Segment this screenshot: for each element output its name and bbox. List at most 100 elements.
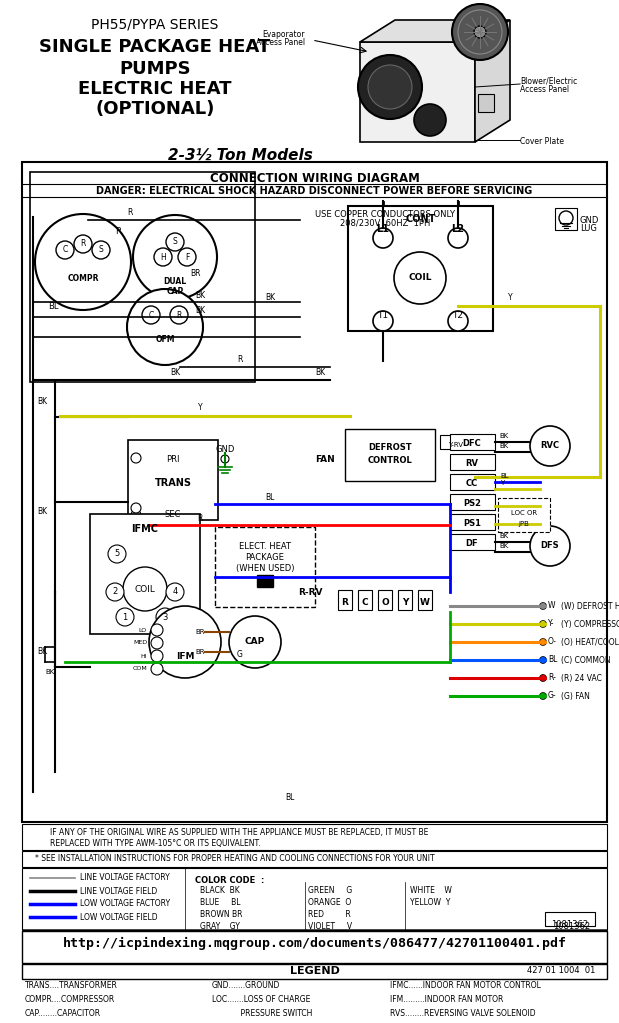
Text: 1: 1 xyxy=(123,613,128,622)
FancyBboxPatch shape xyxy=(358,590,372,610)
Text: BK: BK xyxy=(45,669,54,675)
Text: LOC.......LOSS OF CHARGE: LOC.......LOSS OF CHARGE xyxy=(212,995,310,1004)
Circle shape xyxy=(156,608,174,626)
Text: C: C xyxy=(149,311,154,319)
Text: Cover Plate: Cover Plate xyxy=(520,137,564,146)
Text: CONNECTION WIRING DIAGRAM: CONNECTION WIRING DIAGRAM xyxy=(210,172,420,185)
Text: R: R xyxy=(176,311,182,319)
Text: RED         R: RED R xyxy=(308,910,351,919)
Text: O-: O- xyxy=(548,637,557,647)
Polygon shape xyxy=(360,20,510,42)
Text: BK: BK xyxy=(499,533,508,539)
Text: PRESSURE SWITCH: PRESSURE SWITCH xyxy=(212,1009,313,1018)
Text: LINE VOLTAGE FACTORY: LINE VOLTAGE FACTORY xyxy=(80,874,170,883)
FancyBboxPatch shape xyxy=(450,494,495,510)
Text: FAN: FAN xyxy=(315,454,335,463)
Circle shape xyxy=(540,638,547,646)
Text: (Y) COMPRESSOR: (Y) COMPRESSOR xyxy=(561,620,619,628)
FancyBboxPatch shape xyxy=(257,575,273,587)
Circle shape xyxy=(540,657,547,664)
Text: GND: GND xyxy=(580,216,599,225)
Text: 5: 5 xyxy=(115,549,119,559)
Text: S: S xyxy=(173,237,178,247)
Circle shape xyxy=(127,290,203,365)
Text: TRANS....TRANSFORMER: TRANS....TRANSFORMER xyxy=(25,981,118,990)
Text: BK: BK xyxy=(37,398,47,406)
Circle shape xyxy=(530,426,570,466)
Circle shape xyxy=(221,455,229,463)
Text: R-RV: R-RV xyxy=(298,588,322,597)
Circle shape xyxy=(131,503,141,513)
Text: BK: BK xyxy=(499,433,508,439)
Text: GND: GND xyxy=(215,445,235,454)
Circle shape xyxy=(166,583,184,601)
Text: R: R xyxy=(197,514,202,523)
Text: PUMPS: PUMPS xyxy=(119,60,191,78)
Text: R: R xyxy=(80,239,85,249)
Circle shape xyxy=(74,235,92,253)
Text: Access Panel: Access Panel xyxy=(520,85,569,94)
Text: R-: R- xyxy=(548,673,556,682)
Circle shape xyxy=(540,693,547,700)
Text: 4: 4 xyxy=(172,587,178,596)
Text: BLUE     BL: BLUE BL xyxy=(200,898,241,907)
Text: DUAL: DUAL xyxy=(163,277,186,286)
Text: SEC: SEC xyxy=(165,510,181,519)
Text: Y: Y xyxy=(508,293,513,302)
Text: C: C xyxy=(361,598,368,607)
Text: DEFROST: DEFROST xyxy=(368,443,412,452)
Circle shape xyxy=(448,228,468,248)
Circle shape xyxy=(151,663,163,675)
Text: O: O xyxy=(381,598,389,607)
Text: BK: BK xyxy=(265,293,275,302)
Text: COM: COM xyxy=(132,667,147,671)
Text: Y-: Y- xyxy=(548,620,555,628)
Text: CAP........CAPACITOR: CAP........CAPACITOR xyxy=(25,1009,101,1018)
Circle shape xyxy=(166,233,184,251)
Circle shape xyxy=(540,621,547,627)
Circle shape xyxy=(35,214,131,310)
FancyBboxPatch shape xyxy=(22,824,607,850)
Text: JPB: JPB xyxy=(519,521,529,527)
Text: PRI: PRI xyxy=(167,455,180,464)
Text: GRAY    GY: GRAY GY xyxy=(200,922,240,931)
Text: BROWN BR: BROWN BR xyxy=(200,910,243,919)
Text: BK: BK xyxy=(170,368,180,377)
Text: LEGEND: LEGEND xyxy=(290,966,339,976)
Circle shape xyxy=(56,241,74,259)
Text: CONT: CONT xyxy=(405,214,436,224)
Text: BL: BL xyxy=(48,302,58,311)
Text: T1: T1 xyxy=(378,311,389,320)
Text: (OPTIONAL): (OPTIONAL) xyxy=(95,100,215,118)
Circle shape xyxy=(151,624,163,636)
FancyBboxPatch shape xyxy=(478,94,494,112)
Circle shape xyxy=(170,306,188,324)
FancyBboxPatch shape xyxy=(22,868,607,930)
Text: IF ANY OF THE ORIGINAL WIRE AS SUPPLIED WITH THE APPLIANCE MUST BE REPLACED, IT : IF ANY OF THE ORIGINAL WIRE AS SUPPLIED … xyxy=(50,828,428,837)
Text: * SEE INSTALLATION INSTRUCTIONS FOR PROPER HEATING AND COOLING CONNECTIONS FOR Y: * SEE INSTALLATION INSTRUCTIONS FOR PROP… xyxy=(35,854,435,863)
Text: PS2: PS2 xyxy=(463,499,481,508)
Text: (O) HEAT/COOL: (O) HEAT/COOL xyxy=(561,637,619,647)
Text: (W) DEFROST HEAT: (W) DEFROST HEAT xyxy=(561,602,619,611)
Text: COLOR CODE  :: COLOR CODE : xyxy=(195,876,264,885)
Circle shape xyxy=(131,510,141,520)
Text: R: R xyxy=(342,598,348,607)
Text: G-: G- xyxy=(548,692,556,701)
FancyBboxPatch shape xyxy=(555,208,577,230)
Text: 427 01 1004  01: 427 01 1004 01 xyxy=(527,966,595,975)
Circle shape xyxy=(448,311,468,331)
Text: ELECTRIC HEAT: ELECTRIC HEAT xyxy=(78,80,232,98)
Text: S: S xyxy=(98,246,103,255)
Text: BR: BR xyxy=(196,649,205,655)
Text: 1081362: 1081362 xyxy=(553,922,590,931)
FancyBboxPatch shape xyxy=(22,931,607,963)
Text: BL: BL xyxy=(285,793,295,802)
Text: LUG: LUG xyxy=(580,224,597,233)
FancyBboxPatch shape xyxy=(450,454,495,470)
Text: Access Panel: Access Panel xyxy=(256,38,305,47)
Text: YELLOW  Y: YELLOW Y xyxy=(410,898,451,907)
FancyBboxPatch shape xyxy=(345,429,435,481)
Text: IFM: IFM xyxy=(176,652,194,661)
Text: 3: 3 xyxy=(162,613,168,622)
Text: L1: L1 xyxy=(376,224,389,234)
